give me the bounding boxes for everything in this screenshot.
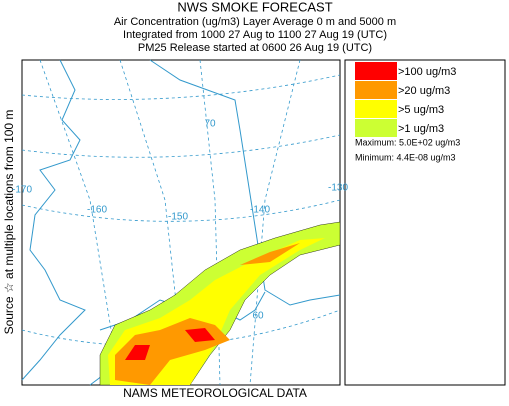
- legend-label: >20 ug/m3: [398, 85, 450, 97]
- legend-maximum: Maximum: 5.0E+02 ug/m3: [355, 137, 460, 147]
- grid-label: -130: [328, 183, 348, 194]
- legend-label: >1 ug/m3: [398, 123, 444, 135]
- legend-swatch: [355, 62, 397, 80]
- subtitle-line: Integrated from 1000 27 Aug to 1100 27 A…: [123, 29, 387, 41]
- subtitle-line: Air Concentration (ug/m3) Layer Average …: [114, 16, 396, 28]
- subtitle-line: PM25 Release started at 0600 26 Aug 19 (…: [138, 42, 372, 54]
- grid-label: 60: [252, 311, 264, 322]
- legend-minimum: Minimum: 4.4E-08 ug/m3: [355, 152, 456, 162]
- grid-label: -150: [168, 212, 188, 223]
- legend-swatch: [355, 100, 397, 118]
- grid-label: 70: [204, 119, 216, 130]
- title: NWS SMOKE FORECAST: [177, 0, 332, 14]
- map-footer: NAMS METEOROLOGICAL DATA: [123, 386, 307, 400]
- grid-label: -170: [12, 185, 32, 196]
- smoke-plume: [99, 221, 341, 386]
- legend-swatch: [355, 81, 397, 99]
- source-note: Source ☆ at multiple locations from 100 …: [2, 110, 16, 335]
- legend-label: >100 ug/m3: [398, 66, 456, 78]
- grid-label: -160: [87, 205, 107, 216]
- legend-swatch: [355, 119, 397, 137]
- legend-frame: [344, 59, 506, 386]
- grid-label: -140: [250, 205, 270, 216]
- legend-label: >5 ug/m3: [398, 104, 444, 116]
